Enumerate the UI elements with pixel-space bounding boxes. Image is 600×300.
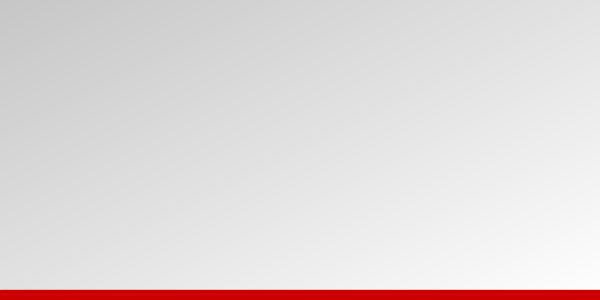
Text: Myelodysplastic Syndrome Treatment Market, By Regional, 2024 & 2035: Myelodysplastic Syndrome Treatment Marke… [7,7,538,22]
Bar [68,55,101,254]
Text: 1.23: 1.23 [37,170,63,180]
Bar [499,221,532,253]
Bar [150,205,182,254]
Bar [266,218,299,254]
Bar [301,187,334,254]
Bar [185,161,217,254]
Bar [534,195,566,254]
Legend: 2024, 2035: 2024, 2035 [467,35,570,45]
Bar [418,208,450,254]
Bar [34,158,66,254]
Bar [383,230,415,253]
